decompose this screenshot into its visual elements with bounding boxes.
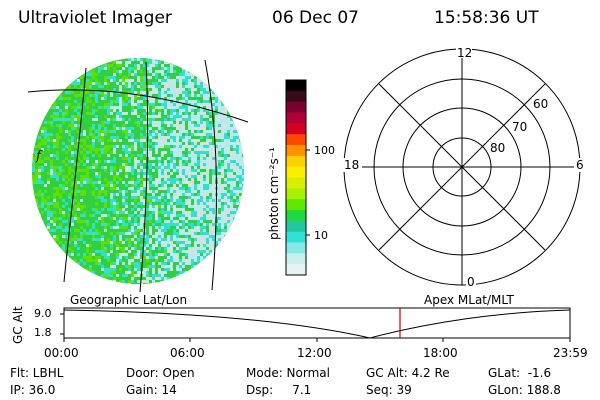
colorbar-stripe: [286, 177, 306, 189]
colorbar-stripe: [286, 264, 306, 276]
alt-xtick-2359: 23:59: [553, 346, 588, 360]
alt-xtick-1800: 18:00: [423, 346, 458, 360]
mlat-label-80: 80: [490, 141, 505, 155]
mlat-label-60: 60: [533, 97, 548, 111]
gc-alt-label: GC Alt: 4.2 Re: [366, 366, 450, 380]
door-label: Door: Open: [126, 366, 195, 380]
mlt-label-6: 6: [576, 158, 584, 172]
colorbar-stripe: [286, 134, 306, 146]
colorbar-stripe: [286, 123, 306, 135]
gain-label: Gain: 14: [126, 383, 177, 397]
alt-xtick-0000: 00:00: [44, 346, 79, 360]
alt-ytick-1_8: 1.8: [34, 326, 52, 339]
mode-label: Mode: Normal: [246, 366, 330, 380]
colorbar-stripe: [286, 112, 306, 124]
alt-ytick-9: 9.0: [34, 307, 52, 320]
mlat-label-70: 70: [512, 120, 527, 134]
colorbar-stripe: [286, 253, 306, 265]
alt-plot-right-title: Apex MLat/MLT: [424, 293, 514, 307]
mlt-label-18: 18: [344, 158, 359, 172]
lon-line-2: [139, 61, 149, 293]
colorbar-stripe: [286, 231, 306, 243]
colorbar-stripe: [286, 210, 306, 222]
colorbar-tick-100: 100: [314, 144, 335, 157]
colorbar-tick-10: 10: [314, 229, 328, 242]
seq-label: Seq: 39: [366, 383, 412, 397]
altitude-curve: [63, 309, 571, 339]
colorbar-stripe: [286, 80, 306, 92]
image-annotation: f: [35, 149, 43, 164]
colorbar-stripe: [286, 155, 306, 168]
dsp-label: Dsp: 7.1: [246, 383, 312, 397]
mlt-label-0: 0: [467, 275, 475, 289]
date-label: 06 Dec 07: [272, 8, 359, 28]
alt-xtick-1200: 12:00: [297, 346, 332, 360]
colorbar-stripe: [286, 188, 306, 200]
time-label: 15:58:36 UT: [434, 8, 539, 28]
colorbar-stripe: [286, 242, 306, 254]
ip-label: IP: 36.0: [10, 383, 56, 397]
colorbar-stripe: [286, 199, 306, 211]
colorbar-stripe: [286, 166, 306, 178]
lat-line: [27, 89, 249, 123]
app-title: Ultraviolet Imager: [18, 8, 172, 28]
glat-label: GLat: -1.6: [488, 366, 552, 380]
geo-grid: [27, 59, 249, 293]
colorbar-stripe: [286, 90, 306, 103]
mlt-label-12: 12: [457, 46, 472, 60]
colorbar-stripe: [286, 220, 306, 233]
alt-plot-left-title: Geographic Lat/Lon: [70, 293, 188, 307]
lon-line-1: [63, 67, 87, 283]
colorbar-stripe: [286, 101, 306, 113]
colorbar-stripe: [286, 145, 306, 157]
filter-label: Flt: LBHL: [10, 366, 64, 380]
alt-xtick-0600: 06:00: [170, 346, 205, 360]
lon-line-3: [204, 59, 217, 291]
glon-label: GLon: 188.8: [488, 383, 561, 397]
